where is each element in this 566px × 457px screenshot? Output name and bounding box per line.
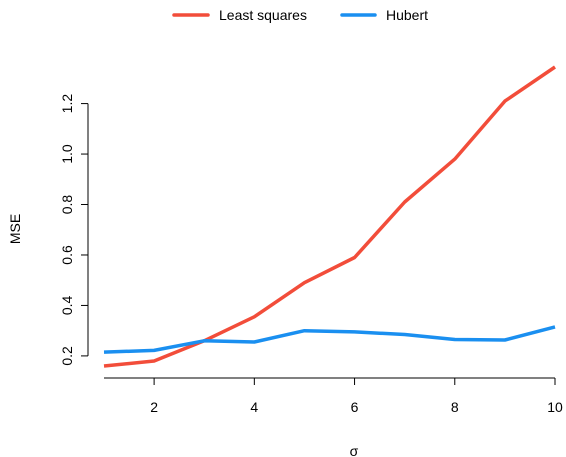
y-tick-label: 0.2	[59, 346, 75, 366]
x-tick-label: 2	[150, 399, 158, 415]
series-line-least-squares	[103, 65, 556, 368]
y-tick-label: 0.8	[59, 195, 75, 215]
series-line-hubert	[103, 325, 556, 354]
x-tick-label: 10	[547, 399, 563, 415]
y-tick-label: 0.4	[59, 296, 75, 316]
legend-label-least-squares: Least squares	[219, 7, 307, 23]
x-axis: 2 4 6 8 10	[104, 377, 563, 415]
legend: Least squares Hubert	[172, 7, 428, 23]
y-axis: 0.2 0.4 0.6 0.8 1.0 1.2	[59, 94, 89, 366]
x-axis-title: σ	[350, 443, 359, 457]
y-axis-title: MSE	[7, 214, 23, 244]
series-group	[103, 65, 556, 368]
x-tick-label: 6	[351, 399, 359, 415]
y-tick-label: 0.6	[59, 245, 75, 265]
y-tick-label: 1.2	[59, 94, 75, 114]
legend-label-hubert: Hubert	[386, 7, 428, 23]
x-tick-label: 8	[451, 399, 459, 415]
y-tick-label: 1.0	[59, 144, 75, 164]
x-tick-label: 4	[250, 399, 258, 415]
